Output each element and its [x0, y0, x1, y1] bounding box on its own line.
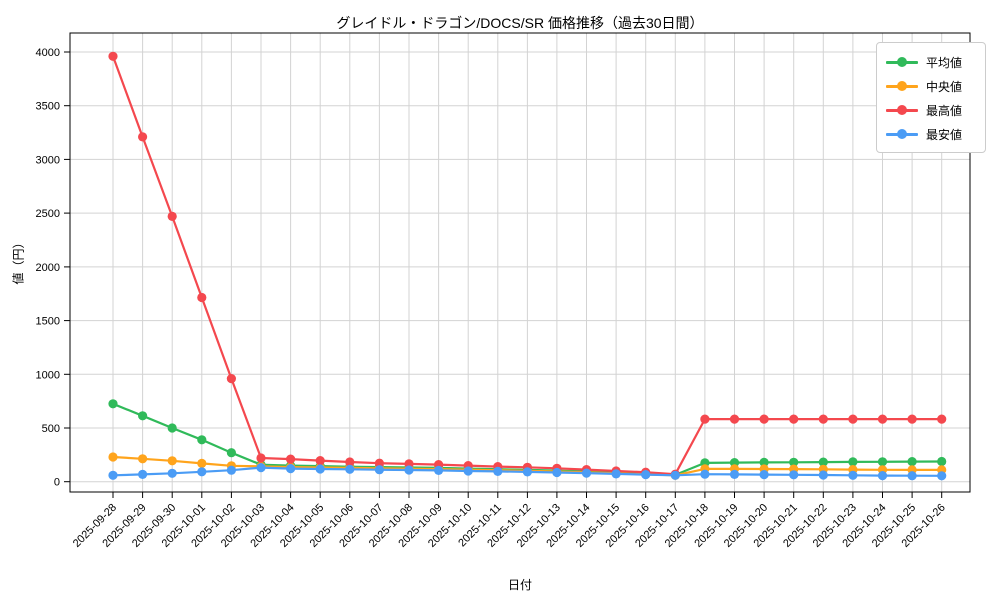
data-point — [226, 374, 236, 384]
data-point — [877, 471, 888, 481]
data-point — [197, 467, 207, 477]
legend-item-median: 中央値 — [886, 74, 975, 98]
data-point — [167, 468, 177, 478]
median-line-icon — [886, 81, 918, 91]
legend-item-average: 平均値 — [886, 50, 975, 74]
y-tick-label: 500 — [42, 423, 60, 435]
data-point — [729, 469, 740, 479]
average-line-icon — [886, 57, 918, 67]
data-point — [700, 469, 710, 479]
data-point — [434, 465, 444, 475]
data-point — [848, 457, 858, 467]
data-point — [789, 457, 799, 467]
y-tick-label: 1500 — [36, 316, 60, 328]
data-point — [641, 470, 651, 480]
y-tick-label: 3500 — [36, 101, 60, 113]
data-point — [345, 464, 355, 474]
data-point — [789, 470, 799, 480]
data-point — [700, 414, 710, 424]
data-point — [138, 132, 148, 142]
data-point — [374, 465, 384, 475]
data-point — [463, 466, 473, 476]
data-point — [729, 458, 740, 468]
data-point — [670, 470, 680, 480]
data-point — [611, 469, 621, 479]
legend: 平均値 中央値 最高値 最安値 — [876, 42, 986, 153]
data-point — [138, 469, 148, 479]
data-point — [197, 458, 207, 468]
data-point — [108, 51, 118, 61]
data-point — [374, 458, 384, 468]
data-point — [907, 414, 917, 424]
y-tick-label: 1000 — [36, 369, 60, 381]
data-point — [226, 448, 236, 458]
data-point — [759, 457, 769, 467]
data-point — [167, 456, 177, 466]
data-point — [848, 470, 858, 480]
data-point — [286, 454, 296, 464]
y-tick-label: 4000 — [36, 47, 60, 59]
data-point — [937, 471, 947, 481]
legend-label: 中央値 — [926, 79, 963, 94]
data-point — [286, 464, 296, 474]
y-tick-label: 0 — [54, 477, 60, 489]
data-point — [848, 414, 858, 424]
data-point — [937, 456, 947, 467]
data-point — [256, 463, 266, 473]
data-point — [345, 457, 355, 467]
y-tick-label: 2500 — [36, 208, 60, 220]
data-point — [404, 465, 414, 475]
data-point — [493, 466, 503, 476]
max-line-icon — [886, 105, 918, 115]
data-point — [256, 453, 266, 463]
data-point — [907, 471, 917, 481]
data-point — [877, 414, 888, 424]
data-point — [315, 464, 325, 474]
data-point — [818, 414, 828, 424]
legend-label: 最高値 — [926, 103, 963, 118]
data-point — [167, 211, 177, 221]
data-point — [167, 423, 177, 433]
data-point — [138, 454, 148, 464]
data-point — [907, 457, 917, 467]
data-point — [581, 468, 592, 478]
data-point — [877, 457, 888, 467]
y-tick-label: 2000 — [36, 262, 60, 274]
min-line-icon — [886, 129, 918, 139]
y-tick-label: 3000 — [36, 154, 60, 166]
x-axis-label: 日付 — [507, 578, 532, 592]
data-point — [108, 399, 118, 409]
data-point — [522, 467, 533, 477]
data-point — [937, 414, 947, 424]
legend-label: 平均値 — [926, 55, 963, 70]
data-point — [818, 457, 828, 467]
legend-item-max: 最高値 — [886, 98, 975, 122]
data-point — [552, 467, 562, 478]
data-point — [108, 470, 118, 480]
legend-label: 最安値 — [926, 127, 963, 142]
legend-item-min: 最安値 — [886, 122, 975, 146]
data-point — [226, 465, 236, 475]
data-point — [197, 292, 207, 303]
data-point — [138, 411, 148, 421]
data-point — [197, 435, 207, 445]
data-point — [729, 414, 740, 424]
data-point — [759, 470, 769, 480]
data-point — [818, 470, 828, 480]
data-point — [108, 452, 118, 462]
chart-title: グレイドル・ドラゴン/DOCS/SR 価格推移（過去30日間） — [336, 15, 704, 31]
data-point — [759, 414, 769, 424]
plot-border — [69, 32, 971, 493]
data-point — [789, 414, 799, 424]
data-point — [315, 456, 325, 466]
